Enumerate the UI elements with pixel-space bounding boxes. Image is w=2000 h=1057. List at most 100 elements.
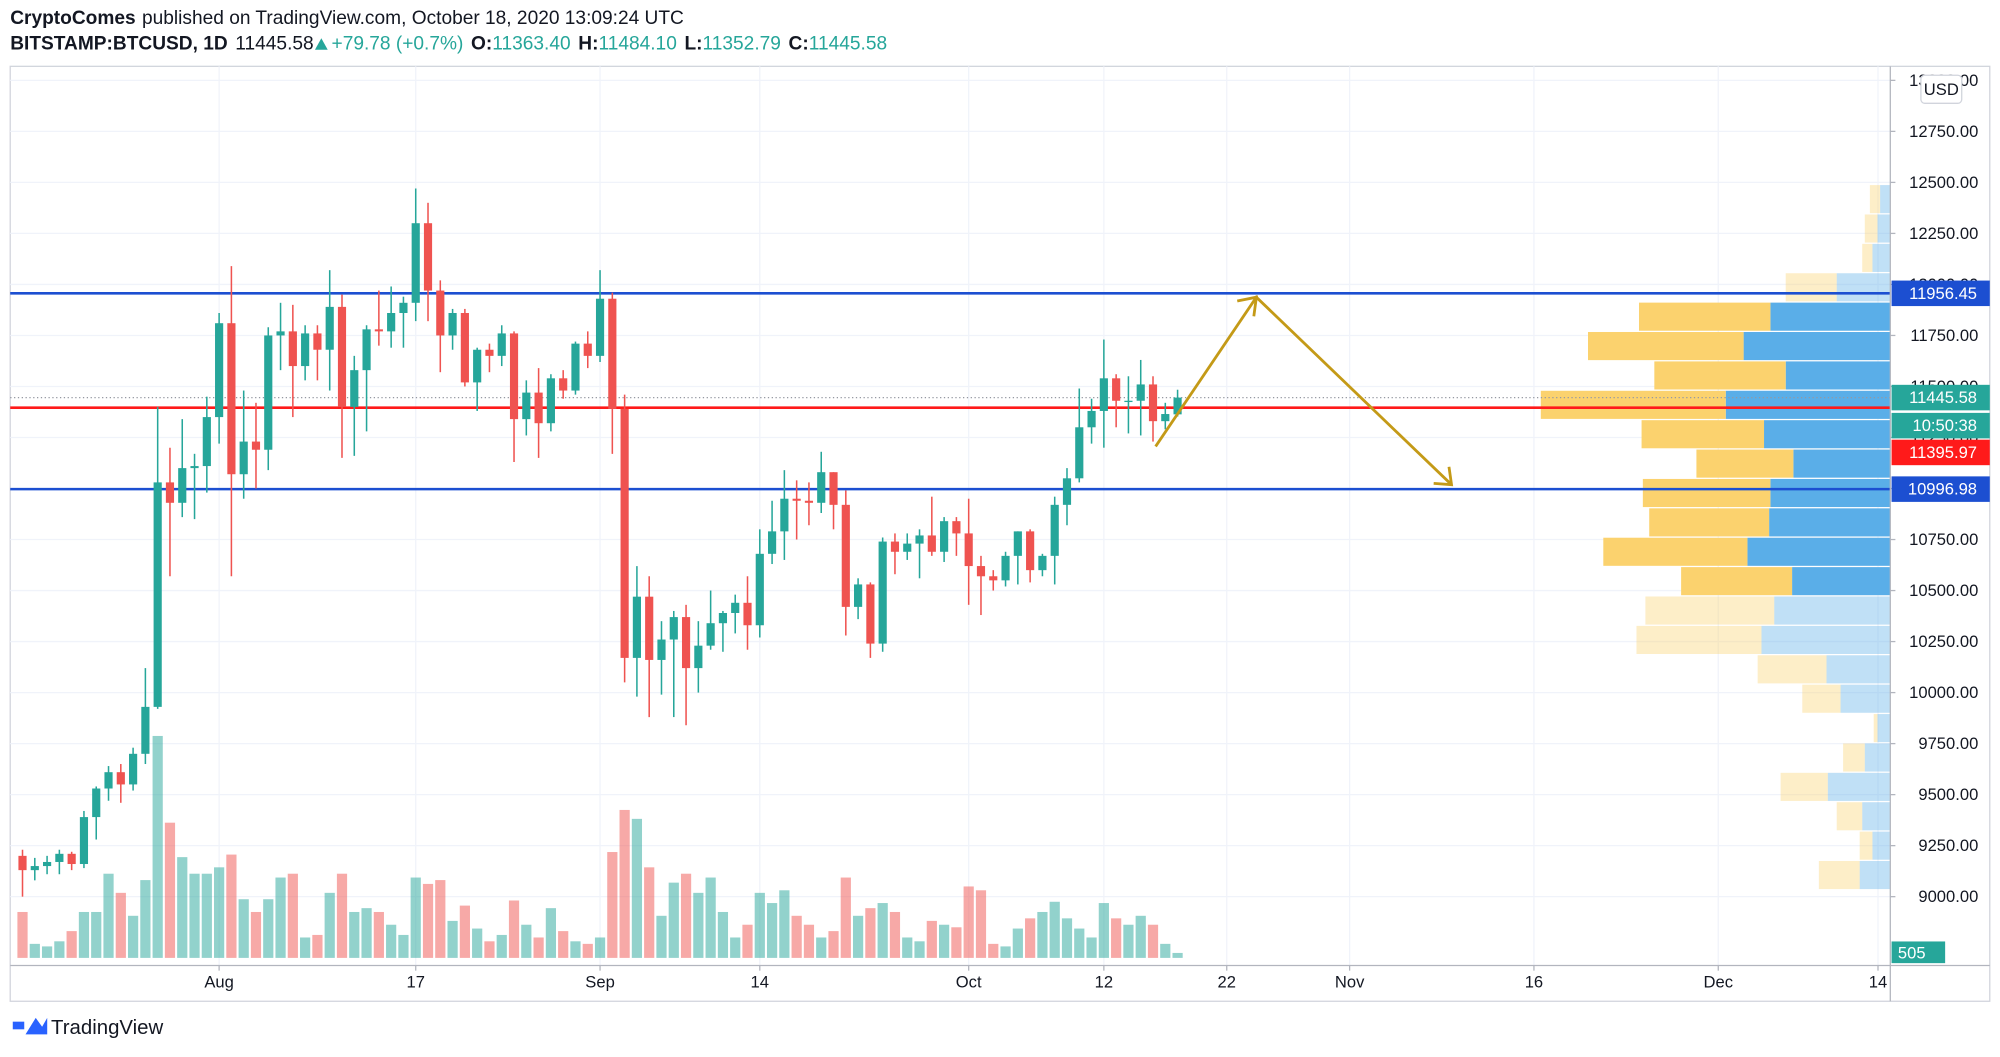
volume-bar [717,911,729,958]
c-value: 11445.58 [809,33,887,54]
candle-body [718,613,728,624]
symbol-line: BITSTAMP:BTCUSD, 1D 11445.58 [10,33,313,54]
volume-bar [754,892,765,958]
volume-bar [791,915,802,958]
candle-body [964,533,973,567]
profile-up [1770,302,1891,331]
candle-body [165,482,175,503]
candle-body [817,472,826,503]
candle-body [104,772,113,789]
candle-body [1087,410,1096,428]
volume-bar [214,867,225,958]
candle-body [792,498,801,501]
candle-body [337,306,347,407]
y-tick-label: 9500.00 [1918,785,1978,804]
volume-bar [926,920,937,958]
chart-frame [9,65,1991,1002]
y-tick-label: 12250.00 [1909,224,1978,243]
candle-body [890,541,900,552]
publish-line: CryptoComes published on TradingView.com,… [10,7,684,28]
profile-up [1880,185,1891,214]
y-tick-label: 10250.00 [1909,632,1978,651]
candle-body [436,290,445,336]
volume-bar [693,892,704,958]
candle-body [251,441,261,450]
candle-body [190,466,199,469]
change: +79.78 (+0.7%) [332,33,464,54]
y-tick-label: 10500.00 [1909,581,1978,600]
profile-down [1639,302,1771,331]
candle-body [940,521,949,552]
profile-up [1793,449,1891,478]
volume-bar [238,899,249,958]
volume-bar [373,911,384,958]
volume-bar [582,943,593,958]
profile-up [1872,831,1891,860]
volume-bar [1147,924,1159,958]
level-label-bg [1891,476,1990,502]
candle-body [387,313,396,332]
volume-bar [558,931,569,958]
candle-body [497,333,506,356]
candle-body [264,335,273,450]
x-tick-label: 12 [1095,973,1113,992]
profile-down [1540,390,1726,419]
candle-body [153,482,162,707]
candle-body [608,298,617,409]
logo [12,1017,48,1035]
volume-bar [127,915,139,958]
candle-body [1148,384,1158,422]
candle-body [989,576,998,581]
candle-body [215,323,224,418]
volume-bar [951,927,962,958]
volume-bar [287,873,298,958]
volume-bar [963,886,974,958]
candle-body [669,617,678,640]
profile-down [1654,361,1786,390]
candle-body [129,753,138,785]
profile-up [1743,332,1891,361]
volume-bar [275,877,286,958]
candle-body [755,553,764,626]
volume-bar [410,877,421,958]
h-value: 11484.10 [598,33,676,54]
author: CryptoComes [10,7,135,28]
profile-down [1649,508,1770,537]
volume-bar [607,852,618,958]
candle-body [92,788,101,818]
volume-bar [668,882,679,958]
profile-up [1872,243,1891,272]
volume-bar [889,911,901,958]
profile-down [1641,420,1765,449]
volume-bar [312,934,323,958]
volume-bar [1160,943,1171,958]
candle-body [18,855,27,871]
x-tick-label: 14 [1869,973,1887,992]
volume-bar [828,931,839,958]
candle-body [509,333,519,420]
symbol: BITSTAMP:BTCUSD, 1D [10,33,228,54]
candle-body [976,566,986,577]
candle-body [878,541,887,644]
profile-up [1877,214,1891,243]
candle-body [645,596,654,660]
volume-bar [545,908,556,958]
candle-body [1062,478,1072,505]
candle-body [583,343,592,356]
volume-bar [54,941,65,958]
candle-body [829,472,838,505]
volume-bar [1061,918,1073,958]
volume-bar [422,883,434,958]
x-tick-label: Aug [204,973,234,992]
candle-body [903,543,912,552]
profile-down [1780,772,1828,801]
volume-bar [349,911,360,958]
volume-bar [447,920,458,958]
candle-body [239,441,248,475]
volume [17,735,1183,958]
up-triangle [314,38,328,50]
volume-bar [533,937,544,958]
volume-bar [656,915,667,958]
candle-body [473,349,482,383]
profile-up [1827,772,1891,801]
